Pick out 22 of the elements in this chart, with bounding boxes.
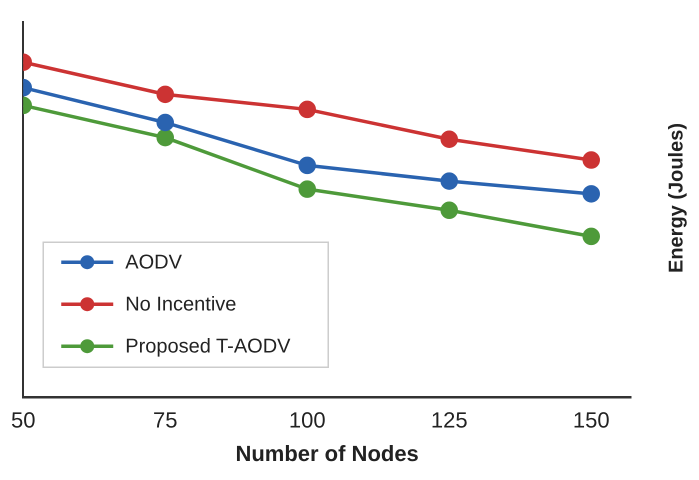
- text: Energy (Joules): [666, 122, 688, 274]
- x-axis-title: Number of Nodes: [235, 440, 419, 466]
- x-tick-label: 150: [572, 407, 610, 432]
- point: [156, 128, 174, 146]
- point: [582, 228, 600, 246]
- x-tick-label: 75: [152, 407, 178, 432]
- point: [156, 114, 174, 132]
- legend-label: No Incentive: [125, 294, 236, 316]
- x-tick-label: 100: [288, 407, 326, 432]
- point: [440, 130, 458, 148]
- point: [156, 86, 174, 104]
- point: [440, 172, 458, 190]
- point: [582, 185, 600, 203]
- point: [440, 202, 458, 220]
- point: [298, 156, 316, 174]
- x-tick-label: 50: [10, 407, 36, 432]
- point: [298, 100, 316, 118]
- x-tick-label: 125: [430, 407, 468, 432]
- point: [298, 180, 316, 198]
- point: [582, 151, 600, 169]
- legend-label: Proposed T-AODV: [125, 336, 292, 358]
- legend-label: AODV: [125, 252, 183, 274]
